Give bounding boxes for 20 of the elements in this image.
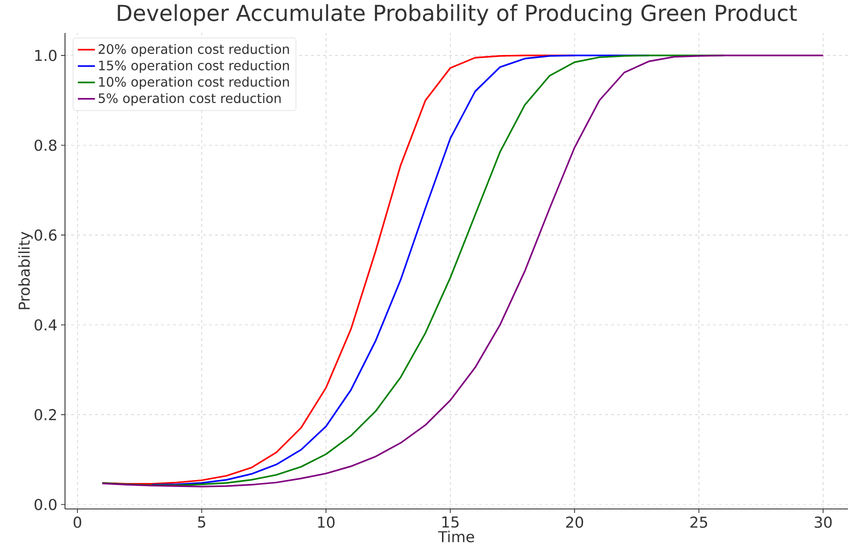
y-tick-label: 0.8 [34, 140, 56, 151]
x-tick-label: 25 [690, 516, 708, 528]
legend-label: 5% operation cost reduction [98, 93, 281, 106]
x-tick-label: 30 [814, 516, 832, 528]
chart-title: Developer Accumulate Probability of Producing Green Product [118, 4, 797, 26]
y-axis-title: Probability [18, 232, 33, 310]
y-tick-label: 0.6 [34, 229, 57, 241]
x-tick-label: 20 [566, 516, 584, 528]
x-axis-title: Time [438, 530, 474, 542]
y-tick-label: 0.0 [34, 498, 56, 510]
y-tick-label: 1.0 [35, 50, 56, 62]
x-tick-label: 10 [318, 516, 335, 528]
y-tick-label: 0.2 [34, 409, 56, 420]
y-tick-label: 0.4 [34, 319, 57, 331]
legend-label: 15% operation cost reduction [99, 60, 289, 73]
legend-label: 20% operation cost reduction [98, 44, 289, 57]
x-tick-label: 0 [74, 516, 82, 528]
x-tick-label: 5 [198, 516, 206, 528]
legend-label: 10% operation cost reduction [99, 76, 289, 90]
x-tick-label: 15 [442, 516, 459, 528]
